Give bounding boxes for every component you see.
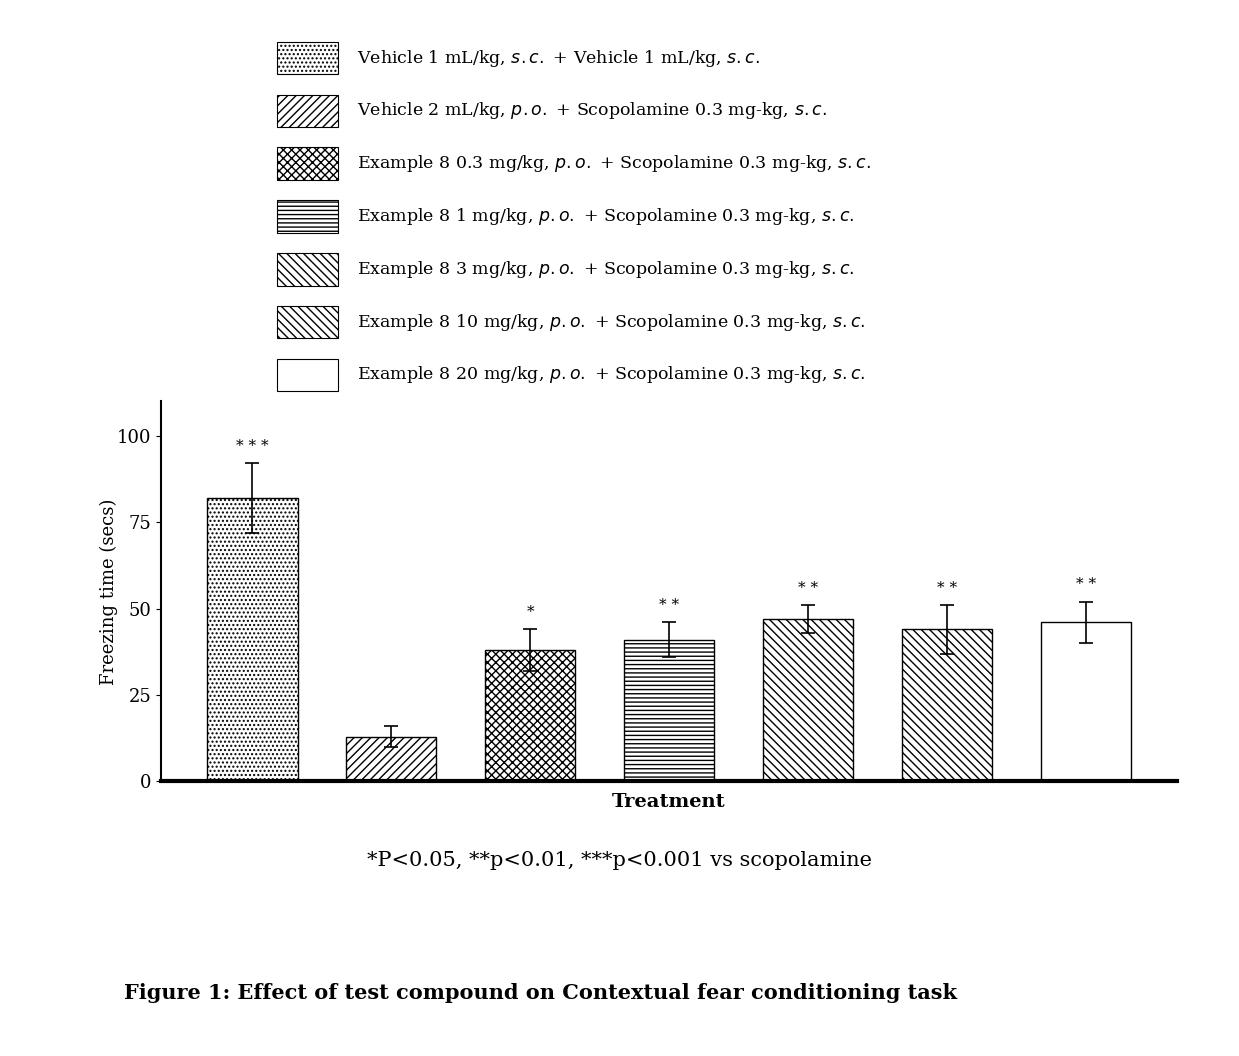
- Bar: [902, 629, 992, 781]
- Text: Example 8 20 mg/kg, $\it{p.o.}$ + Scopolamine 0.3 mg-kg, $\it{s.c.}$: Example 8 20 mg/kg, $\it{p.o.}$ + Scopol…: [357, 364, 866, 385]
- FancyBboxPatch shape: [278, 253, 338, 285]
- Text: Figure 1: Effect of test compound on Contextual fear conditioning task: Figure 1: Effect of test compound on Con…: [124, 983, 957, 1002]
- Text: * *: * *: [659, 598, 679, 612]
- Bar: [1041, 622, 1131, 781]
- Text: *: *: [527, 605, 534, 619]
- Text: * *: * *: [937, 581, 957, 595]
- Text: Example 8 10 mg/kg, $\it{p.o.}$ + Scopolamine 0.3 mg-kg, $\it{s.c.}$: Example 8 10 mg/kg, $\it{p.o.}$ + Scopol…: [357, 312, 866, 333]
- Bar: [484, 650, 575, 781]
- Text: *P<0.05, **p<0.01, ***p<0.001 vs scopolamine: *P<0.05, **p<0.01, ***p<0.001 vs scopola…: [367, 851, 872, 870]
- X-axis label: Treatment: Treatment: [612, 793, 726, 811]
- Text: Example 8 3 mg/kg, $\it{p.o.}$ + Scopolamine 0.3 mg-kg, $\it{s.c.}$: Example 8 3 mg/kg, $\it{p.o.}$ + Scopola…: [357, 259, 855, 280]
- Bar: [763, 619, 854, 781]
- FancyBboxPatch shape: [278, 358, 338, 391]
- FancyBboxPatch shape: [278, 306, 338, 338]
- Text: * *: * *: [1075, 578, 1095, 591]
- Y-axis label: Freezing time (secs): Freezing time (secs): [99, 498, 118, 684]
- FancyBboxPatch shape: [278, 147, 338, 180]
- FancyBboxPatch shape: [278, 41, 338, 74]
- Text: * * *: * * *: [237, 439, 269, 453]
- FancyBboxPatch shape: [278, 95, 338, 128]
- Text: Vehicle 1 mL/kg, $\it{s.c.}$ + Vehicle 1 mL/kg, $\it{s.c.}$: Vehicle 1 mL/kg, $\it{s.c.}$ + Vehicle 1…: [357, 48, 761, 69]
- FancyBboxPatch shape: [278, 201, 338, 232]
- Text: Example 8 1 mg/kg, $\it{p.o.}$ + Scopolamine 0.3 mg-kg, $\it{s.c.}$: Example 8 1 mg/kg, $\it{p.o.}$ + Scopola…: [357, 206, 855, 227]
- Bar: [624, 640, 714, 781]
- Text: Example 8 0.3 mg/kg, $\it{p.o.}$ + Scopolamine 0.3 mg-kg, $\it{s.c.}$: Example 8 0.3 mg/kg, $\it{p.o.}$ + Scopo…: [357, 153, 871, 174]
- Text: * *: * *: [798, 581, 818, 595]
- Text: Vehicle 2 mL/kg, $\it{p.o.}$ + Scopolamine 0.3 mg-kg, $\it{s.c.}$: Vehicle 2 mL/kg, $\it{p.o.}$ + Scopolami…: [357, 100, 828, 121]
- Bar: [207, 498, 297, 781]
- Bar: [346, 736, 436, 781]
